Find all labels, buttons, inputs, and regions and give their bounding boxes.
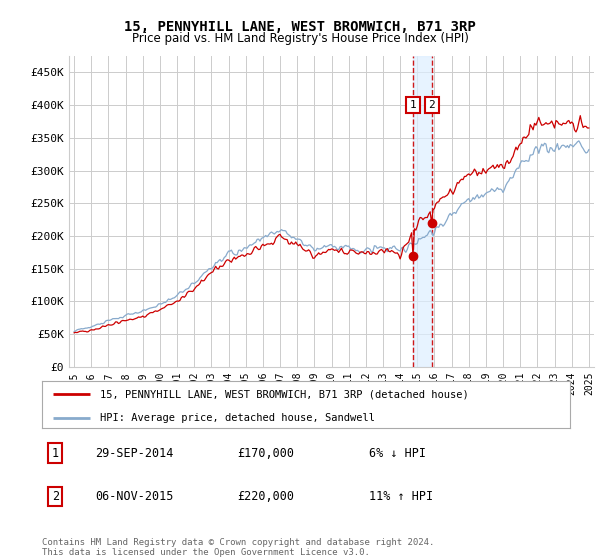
Text: 2: 2 bbox=[52, 490, 59, 503]
Text: 29-SEP-2014: 29-SEP-2014 bbox=[95, 446, 173, 460]
Text: £220,000: £220,000 bbox=[238, 490, 295, 503]
Text: 6% ↓ HPI: 6% ↓ HPI bbox=[370, 446, 427, 460]
Text: Price paid vs. HM Land Registry's House Price Index (HPI): Price paid vs. HM Land Registry's House … bbox=[131, 32, 469, 45]
Text: 1: 1 bbox=[410, 100, 416, 110]
Bar bbox=[413, 56, 432, 367]
Text: 11% ↑ HPI: 11% ↑ HPI bbox=[370, 490, 433, 503]
Text: 06-NOV-2015: 06-NOV-2015 bbox=[95, 490, 173, 503]
Text: 15, PENNYHILL LANE, WEST BROMWICH, B71 3RP: 15, PENNYHILL LANE, WEST BROMWICH, B71 3… bbox=[124, 20, 476, 34]
Text: 15, PENNYHILL LANE, WEST BROMWICH, B71 3RP (detached house): 15, PENNYHILL LANE, WEST BROMWICH, B71 3… bbox=[100, 389, 469, 399]
Text: £170,000: £170,000 bbox=[238, 446, 295, 460]
Text: 1: 1 bbox=[52, 446, 59, 460]
Text: 2: 2 bbox=[428, 100, 435, 110]
Text: HPI: Average price, detached house, Sandwell: HPI: Average price, detached house, Sand… bbox=[100, 413, 375, 423]
Text: Contains HM Land Registry data © Crown copyright and database right 2024.
This d: Contains HM Land Registry data © Crown c… bbox=[42, 538, 434, 557]
